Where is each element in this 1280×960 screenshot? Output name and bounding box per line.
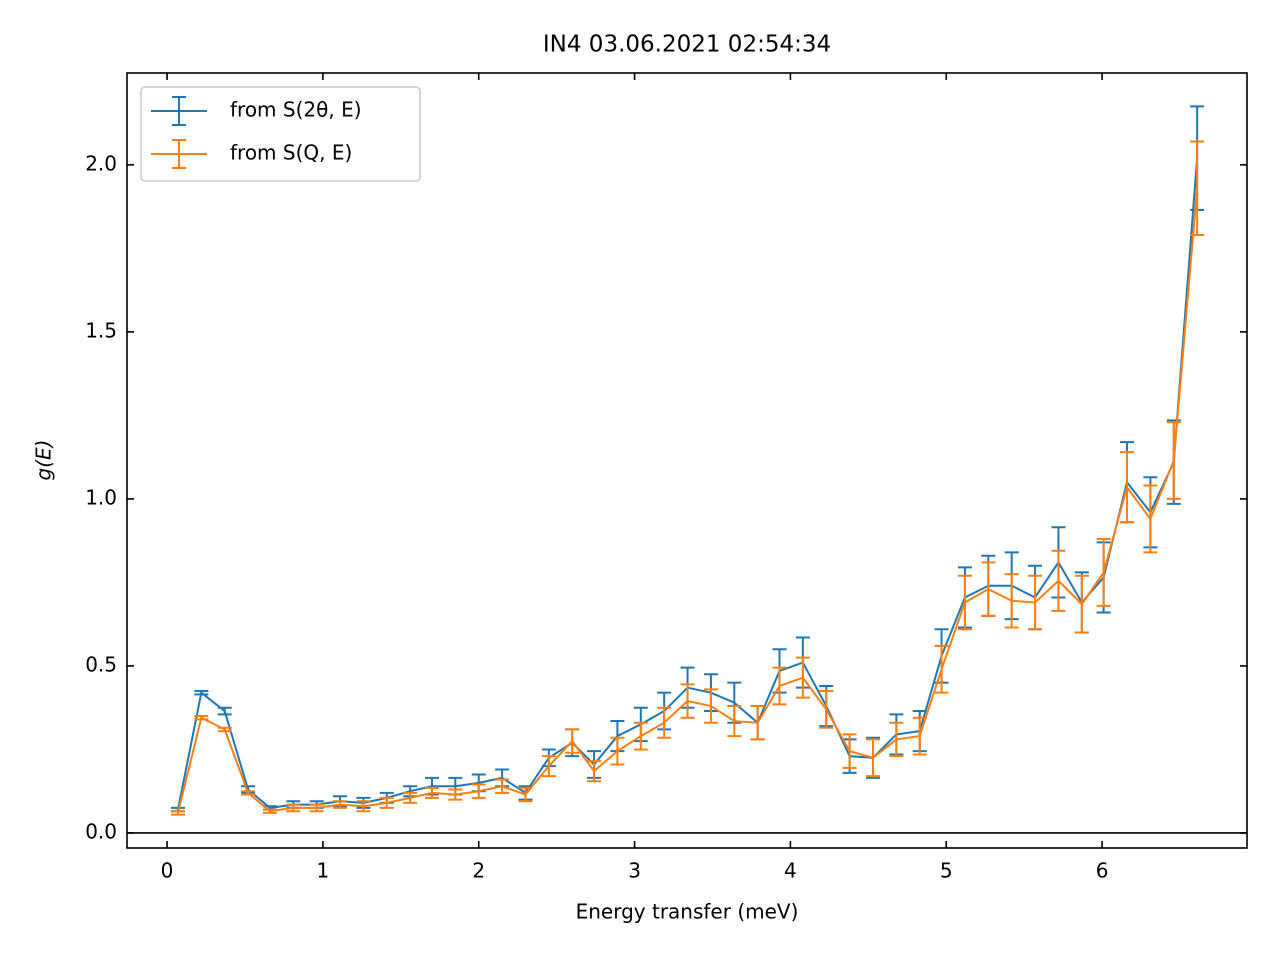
error-bar	[981, 561, 996, 617]
error-bar	[194, 715, 209, 721]
error-bar	[889, 721, 904, 758]
legend-swatch	[151, 96, 207, 126]
error-bar	[819, 689, 834, 729]
error-bar	[424, 786, 439, 799]
error-bar	[1096, 538, 1111, 607]
error-bar	[1074, 574, 1089, 634]
error-bar	[356, 800, 371, 813]
y-tick-label: 1.0	[85, 485, 117, 509]
error-bar	[934, 644, 949, 694]
error-bar	[448, 788, 463, 801]
error-bar	[587, 760, 602, 783]
error-bar	[680, 683, 695, 719]
error-bar	[309, 803, 324, 813]
error-bar	[1120, 451, 1135, 524]
y-tick-label: 1.5	[85, 318, 117, 342]
x-tick-label: 0	[161, 859, 174, 883]
error-bar	[217, 706, 232, 716]
legend-label: from S(2θ, E)	[230, 98, 362, 122]
x-tick-label: 5	[940, 859, 953, 883]
error-bar	[795, 656, 810, 699]
legend-box	[140, 86, 421, 182]
error-bar	[957, 574, 972, 631]
error-bar	[610, 736, 625, 766]
chart-title: IN4 03.06.2021 02:54:34	[543, 32, 831, 58]
y-tick-label: 0.5	[85, 652, 117, 676]
error-bar	[1166, 421, 1181, 500]
error-bar	[565, 728, 580, 754]
legend: from S(2θ, E) from S(Q, E)	[140, 86, 421, 182]
error-bar	[633, 721, 648, 751]
error-bar	[541, 755, 556, 778]
error-bar	[286, 803, 301, 813]
error-bar	[772, 666, 787, 706]
error-bar	[1051, 549, 1066, 612]
error-bar	[865, 738, 880, 778]
x-tick-label: 3	[628, 859, 641, 883]
error-bar	[1004, 573, 1019, 629]
x-tick-label: 6	[1096, 859, 1109, 883]
error-bar	[170, 810, 185, 816]
error-bar	[333, 800, 348, 809]
error-bar	[217, 726, 232, 733]
error-bar	[842, 733, 857, 769]
plot-frame	[126, 72, 1248, 849]
error-bar	[403, 791, 418, 804]
error-bar	[750, 705, 765, 741]
y-axis-label: g(E)	[32, 440, 56, 481]
error-bar	[241, 790, 256, 796]
error-bar	[379, 796, 394, 809]
error-bar	[727, 705, 742, 738]
y-tick-label: 0.0	[85, 819, 117, 843]
x-tick-label: 1	[317, 859, 330, 883]
error-bar	[495, 778, 510, 794]
x-tick-label: 4	[784, 859, 797, 883]
error-bar	[518, 786, 533, 803]
x-axis-label: Energy transfer (meV)	[576, 900, 799, 924]
y-tick-label: 2.0	[85, 151, 117, 175]
error-bar	[657, 706, 672, 739]
error-bar	[1028, 574, 1043, 631]
error-bar	[703, 688, 718, 724]
legend-swatch	[151, 139, 207, 169]
error-bar	[912, 716, 927, 756]
error-bar	[1190, 140, 1205, 237]
x-tick-label: 2	[472, 859, 485, 883]
error-bar	[1143, 484, 1158, 554]
legend-label: from S(Q, E)	[230, 141, 352, 165]
error-bar	[194, 689, 209, 696]
error-bar	[471, 783, 486, 799]
error-bar	[262, 808, 277, 814]
